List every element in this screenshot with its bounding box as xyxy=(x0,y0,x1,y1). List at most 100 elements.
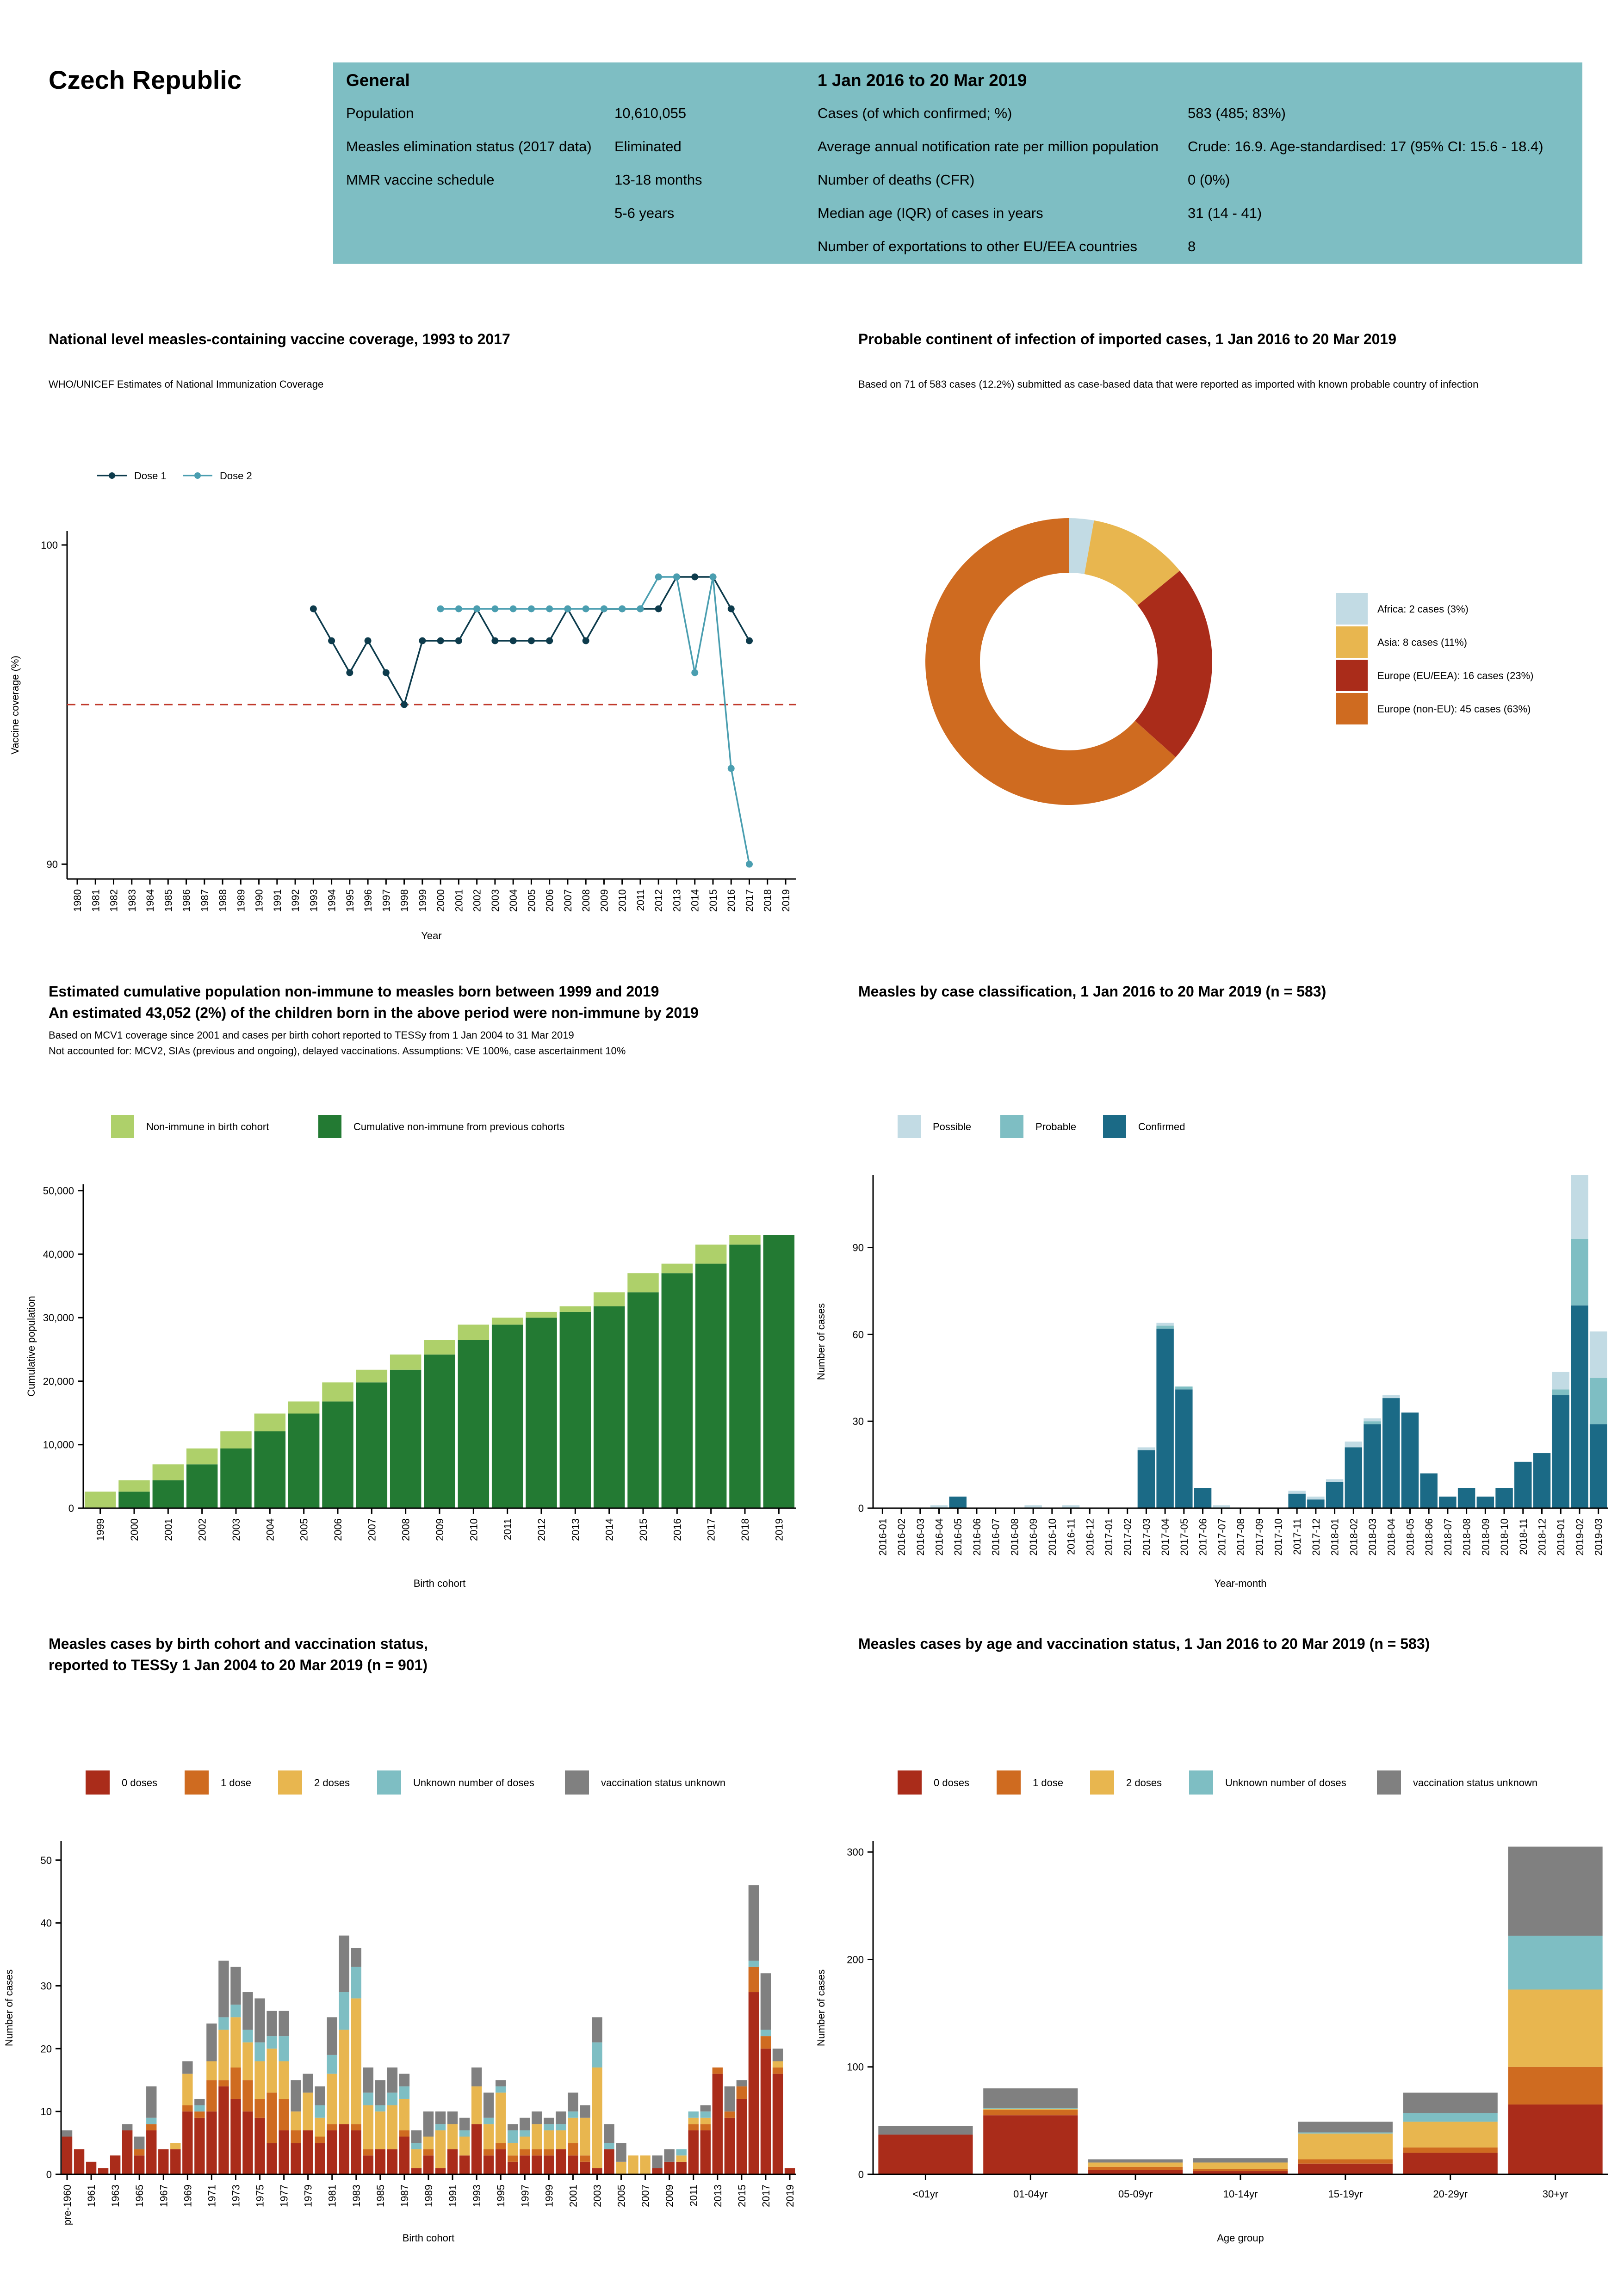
data-point xyxy=(346,669,353,676)
legend-label: Unknown number of doses xyxy=(1225,1777,1346,1789)
bar-segment xyxy=(242,1992,253,2030)
bar-segment xyxy=(652,2155,663,2168)
bar-segment xyxy=(580,2155,590,2162)
x-tick-label: 2018-08 xyxy=(1461,1518,1473,1556)
bar-segment xyxy=(1571,1238,1588,1306)
x-tick-label: 1979 xyxy=(303,2185,314,2207)
coverage-subtitle: WHO/UNICEF Estimates of National Immuniz… xyxy=(49,378,324,390)
bar-segment xyxy=(1137,1450,1155,1508)
x-axis-label: Year xyxy=(421,930,441,941)
bar-segment xyxy=(580,2117,590,2156)
nonimmune-title-2: An estimated 43,052 (2%) of the children… xyxy=(49,1004,699,1021)
legend-label: 2 doses xyxy=(1126,1777,1162,1789)
x-tick-label: 2016-05 xyxy=(952,1518,964,1556)
schedule-value-2: 5-6 years xyxy=(614,205,675,221)
bar-segment xyxy=(254,2061,265,2099)
x-tick-label: 2006 xyxy=(332,1518,344,1541)
data-point xyxy=(727,605,735,613)
elimination-value: Eliminated xyxy=(614,138,682,155)
bar-segment xyxy=(351,2124,361,2130)
bar-segment xyxy=(748,1992,759,2174)
bar-segment xyxy=(592,2067,602,2168)
bar-segment xyxy=(1552,1372,1569,1390)
bar-segment xyxy=(288,1401,320,1414)
bar-segment xyxy=(592,2017,602,2042)
bar-segment xyxy=(1298,2132,1393,2134)
legend-label: Europe (EU/EEA): 16 cases (23%) xyxy=(1377,670,1533,681)
population-value: 10,610,055 xyxy=(614,105,687,121)
bar-segment xyxy=(206,2061,217,2080)
bar-segment xyxy=(878,2126,973,2135)
bar-segment xyxy=(435,2124,446,2130)
bar-segment xyxy=(1403,2153,1498,2174)
legend-label: Africa: 2 cases (3%) xyxy=(1377,603,1469,615)
bar-segment xyxy=(194,2098,205,2105)
x-tick-label: 1989 xyxy=(235,889,247,912)
bar-segment xyxy=(279,2036,289,2061)
bar-segment xyxy=(152,1464,184,1480)
bar-segment xyxy=(303,2073,313,2093)
bar-segment xyxy=(559,1306,591,1312)
y-axis-label: Number of cases xyxy=(815,1969,827,2046)
bar-segment xyxy=(568,2117,578,2143)
bar-segment xyxy=(508,2155,518,2162)
x-tick-label: 2004 xyxy=(508,889,519,912)
bar-segment xyxy=(760,2036,771,2049)
bar-segment xyxy=(1589,1378,1607,1424)
data-point xyxy=(509,605,517,613)
bar-segment xyxy=(254,1413,286,1431)
bar-segment xyxy=(700,2124,711,2130)
bar-segment xyxy=(399,2098,410,2130)
y-tick-label: 20 xyxy=(41,2043,52,2055)
legend-label: Possible xyxy=(933,1121,971,1133)
coverage-chart: Dose 1 Dose 2 Vaccine coverage (%) Year 90 10… xyxy=(9,470,796,941)
bar-segment xyxy=(375,2080,386,2105)
bar-segment xyxy=(640,2155,651,2174)
bar-segment xyxy=(1403,2092,1498,2113)
bar-segment xyxy=(194,2111,205,2118)
x-tick-label: 2001 xyxy=(453,889,465,912)
x-tick-label: 2016 xyxy=(671,1518,683,1541)
x-tick-label: 20-29yr xyxy=(1433,2188,1468,2200)
legend-swatch xyxy=(86,1770,110,1795)
bar-segment xyxy=(1382,1398,1400,1508)
bar-segment xyxy=(423,2155,434,2174)
bar-segment xyxy=(580,2105,590,2118)
bar-segment xyxy=(1193,2162,1288,2169)
x-tick-label: 2018-07 xyxy=(1442,1518,1454,1556)
bar-segment xyxy=(763,1235,795,1508)
bar-segment xyxy=(688,2124,699,2130)
bar-segment xyxy=(1533,1453,1551,1508)
x-tick-label: 2005 xyxy=(526,889,537,912)
median-age-value: 31 (14 - 41) xyxy=(1188,205,1262,221)
bar-segment xyxy=(736,2080,747,2086)
bar-segment xyxy=(544,2130,554,2149)
bar-segment xyxy=(593,1292,625,1306)
data-point xyxy=(637,605,644,613)
bar-segment xyxy=(387,2092,398,2105)
bar-segment xyxy=(1213,1505,1231,1508)
bar-segment xyxy=(375,2105,386,2112)
legend-swatch xyxy=(318,1115,341,1138)
bar-segment xyxy=(62,2130,73,2137)
bar-segment xyxy=(652,2168,663,2174)
bar-segment xyxy=(327,2124,337,2130)
bar-segment xyxy=(520,2155,530,2174)
bar-segment xyxy=(580,2161,590,2174)
legend-swatch xyxy=(997,1770,1021,1795)
data-point xyxy=(509,637,517,644)
bar-segment xyxy=(1403,2147,1498,2153)
bar-segment xyxy=(267,2049,277,2093)
bar-segment xyxy=(983,2108,1078,2109)
bar-segment xyxy=(700,2111,711,2118)
y-tick-label: 50,000 xyxy=(43,1185,74,1197)
bar-segment xyxy=(242,2030,253,2042)
bar-segment xyxy=(661,1263,693,1274)
bar-segment xyxy=(118,1480,150,1492)
bar-segment xyxy=(544,2155,554,2174)
bar-segment xyxy=(267,2143,277,2174)
y-tick-label: 0 xyxy=(46,2169,52,2180)
bar-segment xyxy=(186,1448,218,1465)
bar-segment xyxy=(544,2124,554,2130)
bar-segment xyxy=(458,1340,490,1508)
